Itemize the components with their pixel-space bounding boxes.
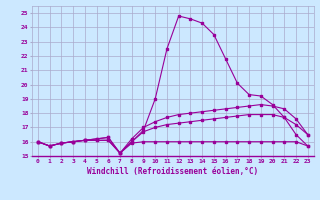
X-axis label: Windchill (Refroidissement éolien,°C): Windchill (Refroidissement éolien,°C) <box>87 167 258 176</box>
